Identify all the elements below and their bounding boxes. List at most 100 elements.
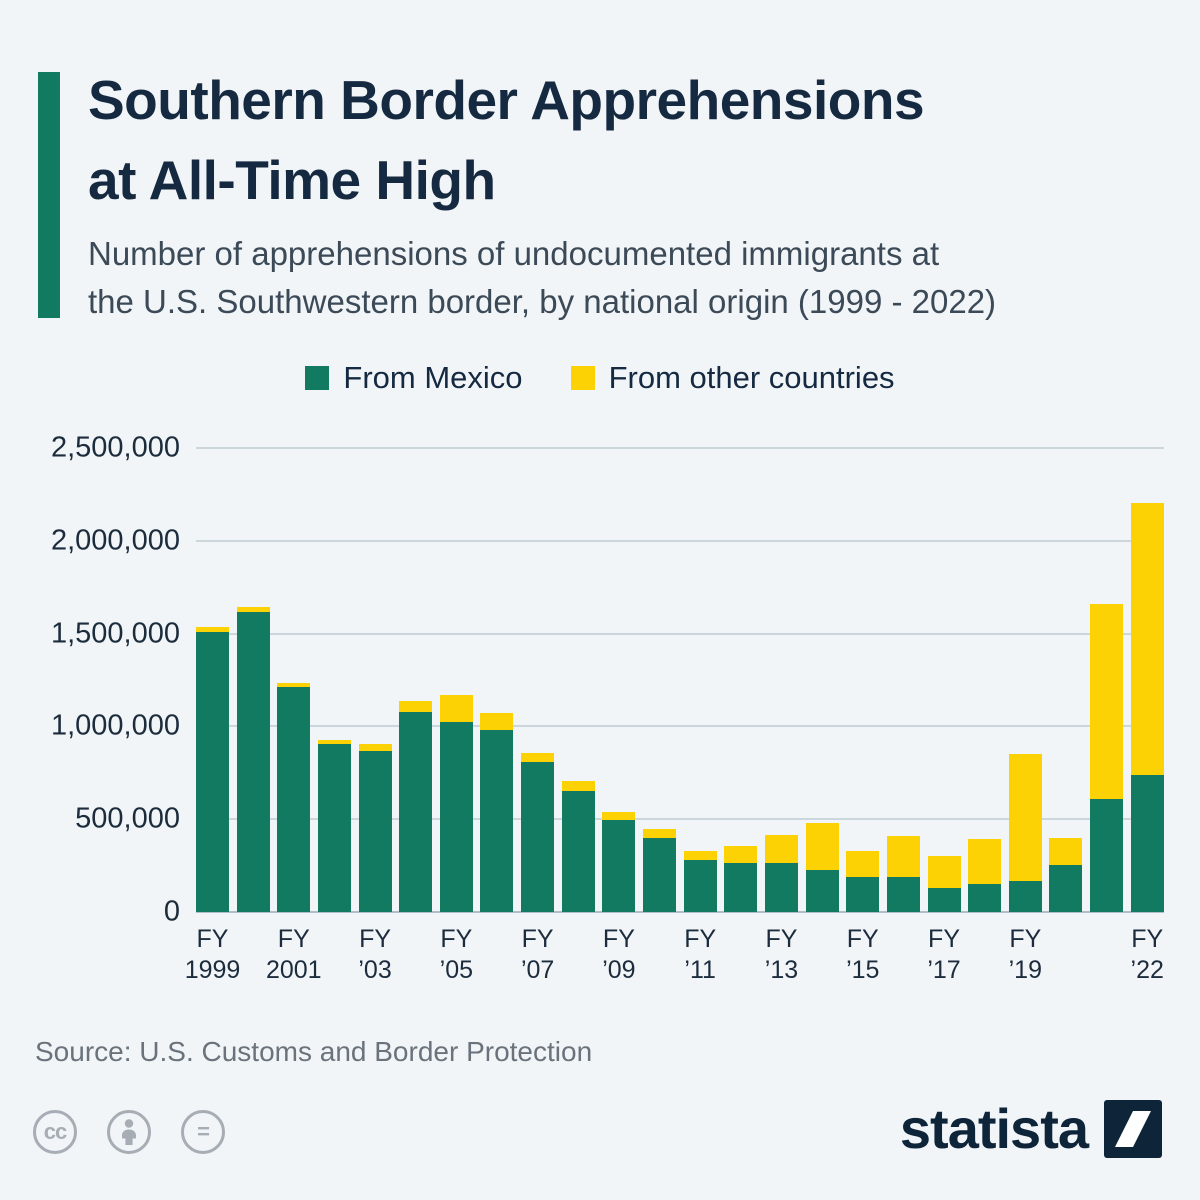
bar-segment-mexico <box>805 870 839 912</box>
bar-segment-other-countries <box>236 606 270 613</box>
legend-swatch-icon <box>305 366 330 390</box>
stacked-bar-fy-2006 <box>480 448 514 912</box>
stacked-bar-fy-2002 <box>317 448 351 912</box>
bar-segment-mexico <box>886 876 920 912</box>
bar-segment-mexico <box>277 687 311 912</box>
stacked-bar-fy-2005: FY ’05 <box>439 448 473 984</box>
source-text: Source: U.S. Customs and Border Protecti… <box>35 1036 593 1067</box>
x-tick-label: FY ’11 <box>684 925 717 984</box>
x-tick-label: FY ’15 <box>846 925 880 984</box>
cc-icon[interactable]: cc <box>33 1110 77 1154</box>
legend: From Mexico From other countries <box>0 360 1200 396</box>
x-tick-label: FY ’05 <box>439 925 474 984</box>
stacked-bar-fy-2011: FY ’11 <box>683 448 717 984</box>
stacked-bar-fy-2018 <box>968 448 1002 912</box>
title-accent-bar <box>38 72 60 318</box>
bar-segment-other-countries <box>439 694 473 723</box>
legend-label: From other countries <box>608 360 895 395</box>
gridline <box>196 911 1164 913</box>
bar-segment-other-countries <box>561 781 595 791</box>
stacked-bar-fy-2019: FY ’19 <box>1008 448 1042 984</box>
bar-segment-mexico <box>643 838 677 912</box>
stacked-bar-fy-2010 <box>643 448 677 912</box>
bar-segment-other-countries <box>1049 837 1083 866</box>
bar-segment-mexico <box>927 888 961 912</box>
y-tick-label: 1,000,000 <box>50 709 180 742</box>
bar-segment-other-countries <box>521 752 555 763</box>
bar-segment-mexico <box>561 790 595 912</box>
stacked-bar-fy-2016 <box>886 448 920 912</box>
attribution-person-icon <box>122 1119 136 1145</box>
license-badges: cc = <box>33 1110 225 1154</box>
bar-segment-other-countries <box>1090 604 1124 800</box>
legend-item: From other countries <box>570 360 895 396</box>
bar-segment-mexico <box>317 743 351 912</box>
bar-segment-mexico <box>764 862 798 912</box>
bar-segment-mexico <box>480 729 514 912</box>
statista-logo-icon <box>1104 1100 1162 1158</box>
gridline <box>196 632 1164 635</box>
cc-icon-label: cc <box>43 1119 68 1144</box>
stacked-bar-fy-2013: FY ’13 <box>764 448 798 984</box>
x-tick-label: FY ’17 <box>927 925 961 984</box>
bar-segment-other-countries <box>886 836 920 877</box>
gridline <box>196 447 1164 449</box>
stacked-bar-fy-2014 <box>805 448 839 912</box>
y-tick-label: 0 <box>163 895 180 928</box>
bar-segment-mexico <box>968 883 1002 912</box>
stacked-bar-fy-2007: FY ’07 <box>521 448 555 984</box>
bar-segment-mexico <box>236 612 270 912</box>
bar-segment-mexico <box>602 820 636 912</box>
bar-segment-mexico <box>683 860 717 912</box>
bar-segment-other-countries <box>805 823 839 871</box>
bar-segment-mexico <box>1049 865 1083 912</box>
no-derivatives-icon[interactable]: = <box>181 1110 225 1154</box>
y-tick-label: 2,500,000 <box>50 431 180 464</box>
attribution-icon[interactable] <box>107 1110 151 1154</box>
bar-segment-other-countries <box>358 744 392 752</box>
stacked-bar-fy-2022: FY ’22 <box>1130 448 1164 984</box>
bar-segment-mexico <box>439 722 473 912</box>
y-tick-label: 1,500,000 <box>50 617 180 650</box>
stacked-bar-fy-2000 <box>236 448 270 912</box>
bar-segment-other-countries <box>846 850 880 878</box>
bar-segment-mexico <box>1130 774 1164 912</box>
title-line-2: at All-Time High <box>88 149 496 211</box>
subtitle-line-1: Number of apprehensions of undocumented … <box>88 235 940 272</box>
stacked-bar-fy-2021 <box>1090 448 1124 912</box>
bar-segment-other-countries <box>927 855 961 889</box>
y-axis-labels: 0 500,000 1,000,000 1,500,000 2,000,000 2,500… <box>0 432 180 928</box>
stacked-bar-fy-2004 <box>399 448 433 912</box>
x-tick-label: FY ’03 <box>358 925 392 984</box>
x-tick-label: FY ’22 <box>1130 925 1164 984</box>
statista-logo[interactable]: statista <box>900 1100 1162 1158</box>
stacked-bar-fy-2001: FY 2001 <box>266 448 322 984</box>
chart-subtitle: Number of apprehensions of undocumented … <box>88 230 996 326</box>
stacked-bar-fy-1999: FY 1999 <box>185 448 240 984</box>
x-tick-label: FY 2001 <box>265 925 322 984</box>
bar-segment-mexico <box>724 863 758 912</box>
bar-segment-other-countries <box>764 835 798 863</box>
legend-label: From Mexico <box>343 360 523 395</box>
y-tick-label: 2,000,000 <box>50 524 180 557</box>
subtitle-line-2: the U.S. Southwestern border, by nationa… <box>88 283 997 320</box>
bar-segment-other-countries <box>724 845 758 864</box>
x-tick-label: FY 1999 <box>184 925 241 984</box>
bar-segment-other-countries <box>277 682 311 688</box>
bar-segment-mexico <box>1008 881 1042 912</box>
stacked-bar-fy-2009: FY ’09 <box>602 448 636 984</box>
page-title: Southern Border Apprehensions at All-Tim… <box>88 60 925 220</box>
stacked-bar-fy-2003: FY ’03 <box>358 448 392 984</box>
bars: FY 1999 FY 2001 FY ’03 FY ’05 FY ’07 FY ’09 FY… <box>185 448 1164 984</box>
stacked-bar-fy-2020 <box>1049 448 1083 912</box>
bar-segment-mexico <box>399 712 433 912</box>
bar-segment-mexico <box>196 631 229 912</box>
bar-segment-other-countries <box>643 829 677 839</box>
stacked-bar-fy-2012 <box>724 448 758 912</box>
legend-swatch-icon <box>570 366 595 390</box>
gridline <box>196 818 1164 821</box>
bar-segment-other-countries <box>683 851 717 861</box>
bar-segment-other-countries <box>399 700 433 713</box>
plot-area: FY 1999 FY 2001 FY ’03 FY ’05 FY ’07 FY ’09 FY… <box>185 447 1164 984</box>
bar-segment-other-countries <box>317 739 351 744</box>
